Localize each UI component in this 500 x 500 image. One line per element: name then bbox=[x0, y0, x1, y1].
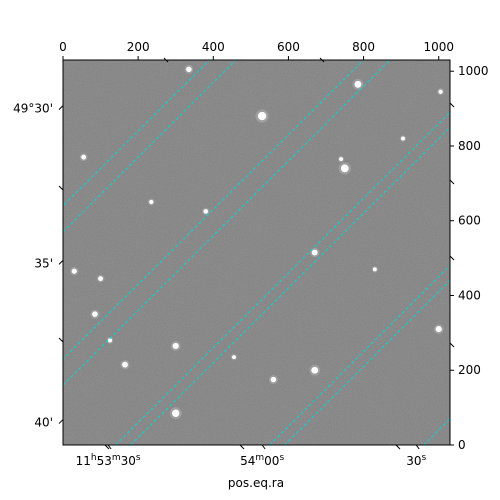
grid-edge-tick bbox=[319, 57, 325, 63]
grid-edge-tick bbox=[163, 57, 169, 63]
ra-tick-label: 30s bbox=[406, 453, 426, 468]
stars-layer bbox=[70, 64, 444, 420]
grid-edge-tick bbox=[58, 185, 64, 191]
star bbox=[311, 366, 319, 374]
right-tick-label: 1000 bbox=[458, 64, 489, 78]
star bbox=[122, 361, 128, 368]
ra-grid-line bbox=[284, 280, 450, 445]
star bbox=[81, 154, 87, 160]
star bbox=[257, 111, 267, 121]
top-tick-label: 400 bbox=[202, 40, 225, 54]
ra-tick bbox=[415, 444, 420, 450]
grid-edge-tick bbox=[239, 444, 245, 450]
dec-grid-line bbox=[269, 265, 450, 445]
star bbox=[438, 89, 443, 94]
dec-tick-label: 49°30' bbox=[13, 102, 53, 116]
star bbox=[372, 267, 377, 272]
star bbox=[171, 409, 180, 417]
star bbox=[186, 66, 192, 73]
ra-tick-label: 54m00s bbox=[240, 453, 284, 468]
star bbox=[231, 355, 236, 360]
top-tick-label: 600 bbox=[277, 40, 300, 54]
dec-grid-line bbox=[423, 418, 450, 445]
star bbox=[340, 164, 349, 173]
star bbox=[92, 311, 98, 317]
plot-frame bbox=[62, 59, 451, 446]
ra-tick bbox=[261, 444, 266, 450]
dec-tick-label: 35' bbox=[34, 256, 53, 270]
grid-edge-tick bbox=[58, 337, 64, 343]
star bbox=[172, 342, 179, 350]
right-tick-label: 800 bbox=[458, 139, 481, 153]
star bbox=[107, 338, 113, 343]
dec-tick bbox=[58, 259, 64, 265]
star bbox=[339, 157, 343, 162]
grid-edge-tick bbox=[395, 444, 401, 450]
coordinate-grid bbox=[63, 60, 450, 445]
ra-tick-label: 11h53m30s bbox=[76, 453, 141, 468]
grid-edge-tick bbox=[449, 179, 455, 185]
right-tick-label: 200 bbox=[458, 363, 481, 377]
image-noise-texture bbox=[63, 60, 450, 445]
dec-tick-label: 40' bbox=[34, 416, 53, 430]
star bbox=[311, 249, 318, 256]
grid-edge-tick bbox=[449, 342, 455, 348]
top-tick-label: 1000 bbox=[423, 40, 454, 54]
right-tick-label: 600 bbox=[458, 214, 481, 228]
dec-tick bbox=[58, 419, 64, 424]
top-tick-label: 800 bbox=[352, 40, 375, 54]
star bbox=[71, 268, 77, 274]
star bbox=[401, 136, 405, 141]
dec-grid-line bbox=[63, 60, 237, 233]
axis-ticks: 0 200 400 600 800 1000 0 200 400 600 800 1000 49°30'… bbox=[13, 40, 488, 468]
ra-grid-line bbox=[130, 126, 450, 445]
top-tick-label: 0 bbox=[59, 40, 67, 54]
grid-edge-tick bbox=[104, 444, 110, 450]
x-axis-label: pos.eq.ra bbox=[228, 476, 284, 490]
star bbox=[354, 80, 362, 88]
right-tick-label: 400 bbox=[458, 288, 481, 302]
grid-edge-tick bbox=[449, 255, 455, 261]
grid-edge-tick bbox=[449, 102, 455, 108]
ra-grid-line bbox=[63, 60, 64, 61]
dec-grid-line bbox=[115, 111, 450, 445]
ra-tick bbox=[107, 444, 112, 450]
dec-tick bbox=[58, 105, 64, 110]
right-tick-label: 0 bbox=[458, 438, 466, 452]
star bbox=[149, 199, 154, 205]
star bbox=[98, 276, 104, 282]
top-tick-label: 200 bbox=[127, 40, 150, 54]
star bbox=[270, 376, 277, 383]
star bbox=[435, 326, 442, 333]
star bbox=[203, 209, 209, 214]
